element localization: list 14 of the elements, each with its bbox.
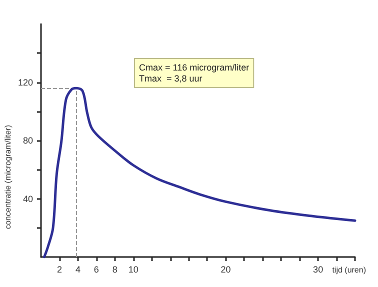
x-tick-label: 2 (56, 264, 62, 274)
line-series (42, 86, 356, 258)
y-tick-label: 120 (18, 77, 33, 88)
x-tick-label: 4 (75, 264, 80, 274)
annotation: Cmax = 116 microgram/liter Tmax = 3,8 uur (139, 62, 250, 84)
y-tick-label: 40 (22, 194, 33, 204)
y-tick-label: 80 (22, 136, 33, 146)
x-tick-label: 6 (94, 264, 99, 274)
x-tick-label: 30 (313, 264, 324, 274)
x-tick-label: 20 (220, 264, 231, 274)
x-axis-title: tijd (uren) (332, 266, 366, 274)
x-tick-label: 10 (128, 264, 138, 274)
x-tick-label: 8 (112, 264, 118, 274)
y-axis-title: concentratie (microgram/liter) (4, 124, 12, 230)
